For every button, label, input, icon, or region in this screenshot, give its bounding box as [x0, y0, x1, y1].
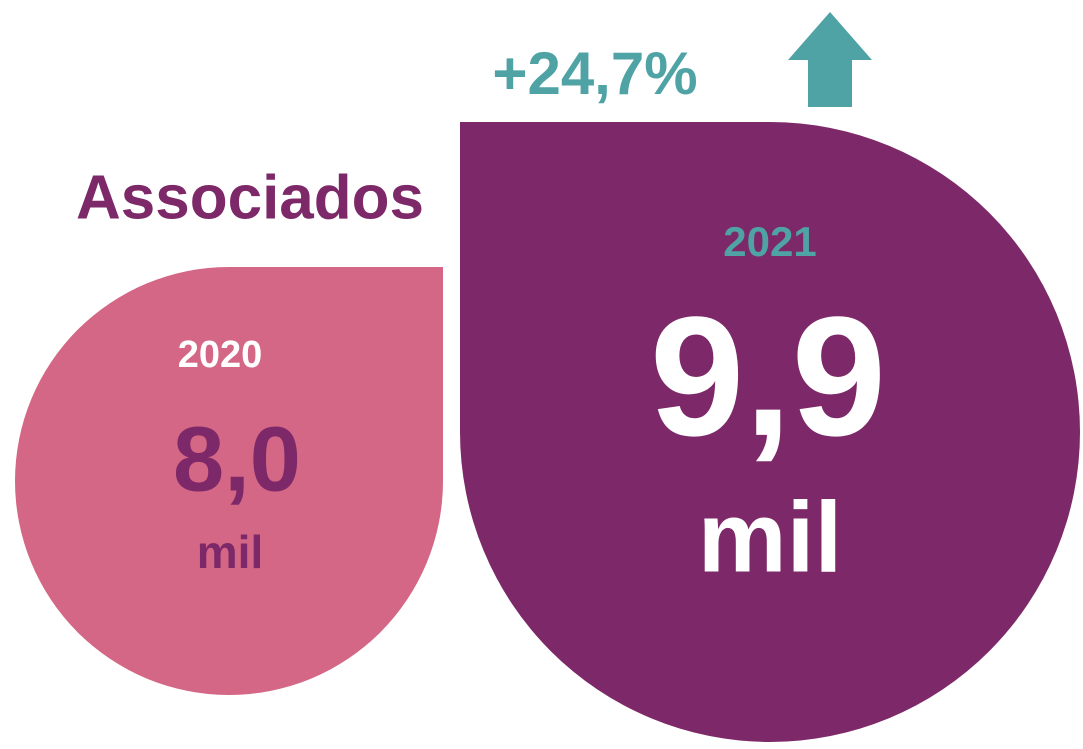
unit: mil: [197, 526, 263, 578]
value: 8,0: [173, 408, 301, 510]
up-arrow: [788, 12, 872, 107]
change: +24,7%: [492, 40, 697, 107]
year: 2021: [723, 218, 816, 265]
title: Associados: [76, 163, 424, 232]
value: 9,9: [650, 282, 886, 472]
unit: mil: [698, 481, 842, 593]
year: 2020: [178, 334, 263, 376]
drop-2021: [460, 122, 1080, 742]
drop-2020: [15, 267, 443, 695]
